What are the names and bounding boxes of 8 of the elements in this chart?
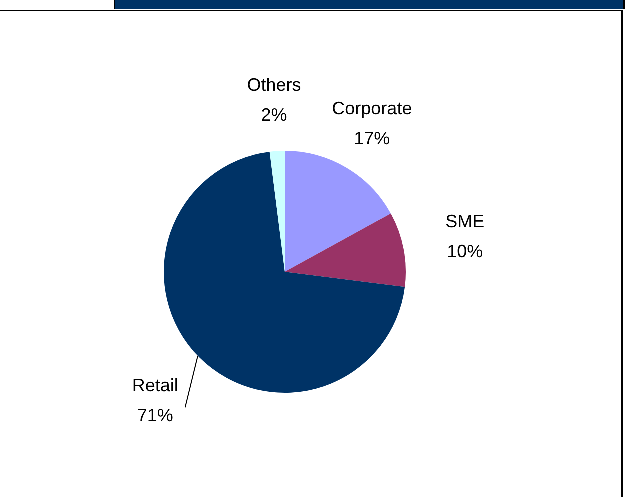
slice-label: Retail bbox=[132, 376, 178, 396]
slice-label: SME bbox=[446, 212, 485, 232]
data-label: 17% bbox=[354, 128, 390, 149]
slice-label: Others bbox=[247, 75, 302, 96]
data-label: 10% bbox=[447, 242, 484, 262]
data-label: 2% bbox=[261, 105, 288, 126]
data-label: 71% bbox=[137, 406, 174, 426]
slice-label: Corporate bbox=[332, 98, 412, 119]
